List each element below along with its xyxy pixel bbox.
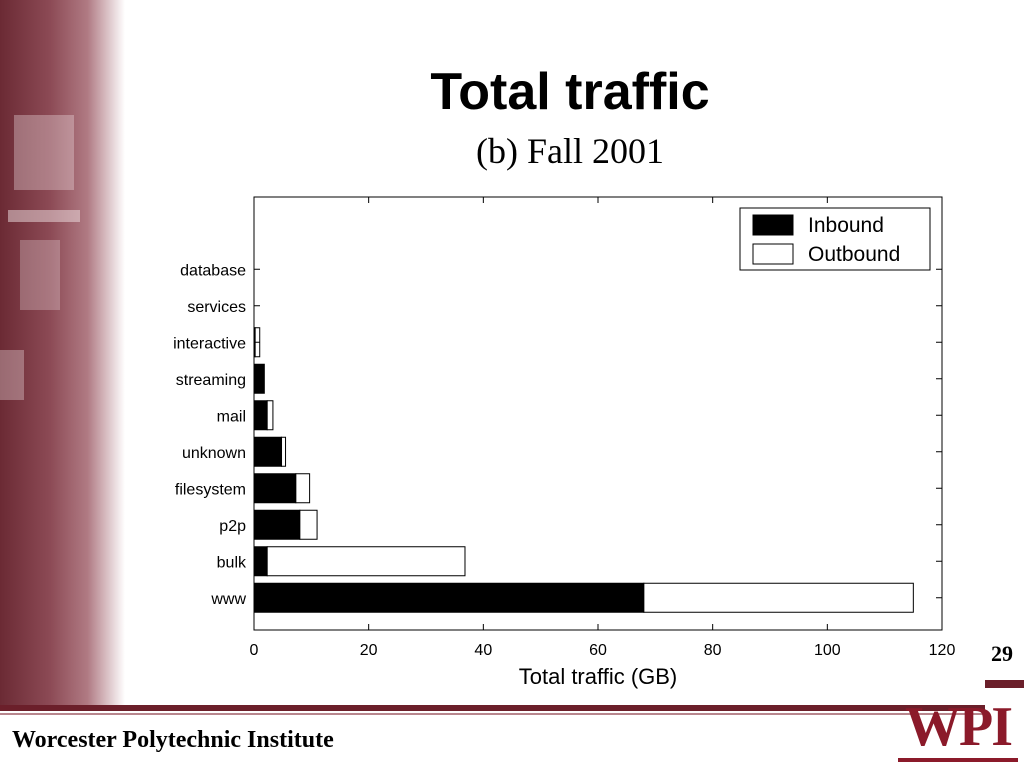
x-tick-label: 0 [250, 642, 259, 659]
x-tick-label: 60 [589, 642, 607, 659]
bar-filesystem-inbound [253, 473, 297, 504]
footer-rule-right [985, 680, 1024, 688]
bar-mail-outbound [266, 400, 274, 431]
wpi-logo: WPI [898, 696, 1018, 762]
legend-swatch-inbound [752, 214, 794, 236]
x-tick-label: 120 [929, 642, 956, 659]
chart-subtitle: (b) Fall 2001 [476, 131, 664, 171]
y-tick-label: p2p [219, 518, 246, 535]
legend-label-inbound: Inbound [808, 214, 884, 237]
y-tick-label: database [180, 262, 246, 279]
x-ticks-group: 0 20 40 60 80 100 120 [250, 197, 956, 659]
bar-www-outbound [643, 582, 914, 613]
y-tick-label: streaming [176, 372, 246, 389]
x-tick-label: 20 [360, 642, 378, 659]
x-tick-label: 40 [474, 642, 492, 659]
y-ticks-group: database services interactive streaming mail… [173, 262, 942, 608]
x-tick-label: 80 [704, 642, 722, 659]
y-tick-label: services [187, 299, 246, 316]
y-tick-label: bulk [217, 554, 247, 571]
legend-label-outbound: Outbound [808, 243, 900, 266]
bar-unknown-inbound [253, 436, 283, 467]
y-tick-label: interactive [173, 335, 246, 352]
bar-www-inbound [253, 582, 645, 613]
legend-swatch-outbound [752, 243, 794, 265]
footer-rule [0, 705, 985, 711]
y-tick-label: filesystem [175, 481, 246, 498]
bar-filesystem-outbound [295, 473, 311, 504]
footer-rule-thin [0, 713, 985, 715]
y-tick-label: www [210, 591, 246, 608]
slide-title: Total traffic [430, 63, 710, 121]
bar-p2p-outbound [299, 509, 318, 540]
x-axis-label: Total traffic (GB) [519, 664, 678, 689]
page-number: 29 [991, 641, 1013, 666]
bar-bulk-outbound [266, 546, 466, 577]
institute-name: Worcester Polytechnic Institute [12, 727, 334, 753]
legend: Inbound Outbound [739, 207, 931, 271]
bar-p2p-inbound [253, 509, 301, 540]
campus-tower-image [0, 0, 125, 705]
y-tick-label: mail [217, 408, 246, 425]
bar-unknown-outbound [281, 436, 287, 467]
y-tick-label: unknown [182, 445, 246, 462]
bars-group [253, 327, 914, 613]
x-tick-label: 100 [814, 642, 841, 659]
